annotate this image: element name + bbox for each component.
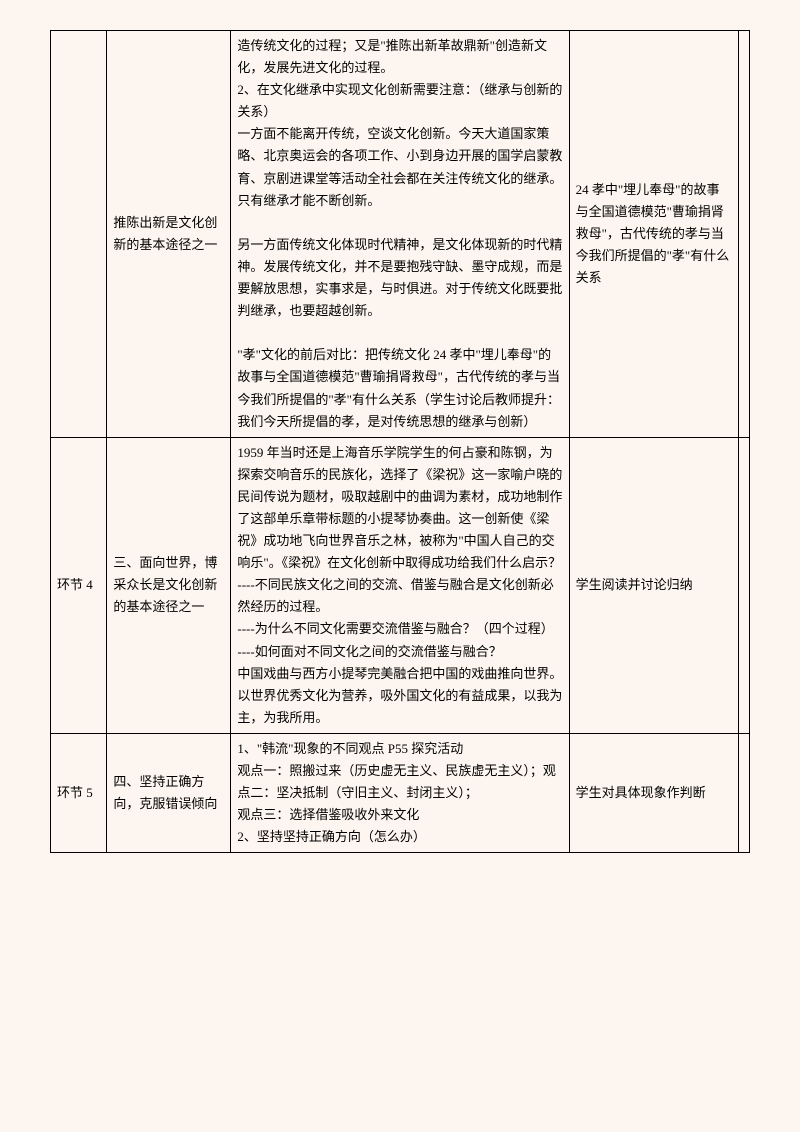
cell-c2: 三、面向世界，博采众长是文化创新的基本途径之一 bbox=[107, 437, 231, 733]
cell-c4: 24 孝中"埋儿奉母"的故事与全国道德模范"曹瑜捐肾救母"，古代传统的孝与当今我… bbox=[569, 31, 738, 438]
table-row: 环节 4三、面向世界，博采众长是文化创新的基本途径之一1959 年当时还是上海音… bbox=[51, 437, 750, 733]
cell-c3: 造传统文化的过程；又是"推陈出新革故鼎新"创造新文化，发展先进文化的过程。2、在… bbox=[231, 31, 569, 438]
table-row: 环节 5四、坚持正确方向，克服错误倾向1、"韩流"现象的不同观点 P55 探究活… bbox=[51, 733, 750, 852]
cell-c2: 推陈出新是文化创新的基本途径之一 bbox=[107, 31, 231, 438]
cell-c1: 环节 5 bbox=[51, 733, 107, 852]
cell-c4: 学生阅读并讨论归纳 bbox=[569, 437, 738, 733]
cell-c3: 1、"韩流"现象的不同观点 P55 探究活动观点一：照搬过来（历史虚无主义、民族… bbox=[231, 733, 569, 852]
table-row: 推陈出新是文化创新的基本途径之一造传统文化的过程；又是"推陈出新革故鼎新"创造新… bbox=[51, 31, 750, 438]
cell-c1: 环节 4 bbox=[51, 437, 107, 733]
cell-c5 bbox=[738, 437, 749, 733]
cell-c2: 四、坚持正确方向，克服错误倾向 bbox=[107, 733, 231, 852]
cell-c3: 1959 年当时还是上海音乐学院学生的何占豪和陈钢，为探索交响音乐的民族化，选择… bbox=[231, 437, 569, 733]
cell-c4: 学生对具体现象作判断 bbox=[569, 733, 738, 852]
lesson-plan-table: 推陈出新是文化创新的基本途径之一造传统文化的过程；又是"推陈出新革故鼎新"创造新… bbox=[50, 30, 750, 853]
cell-c1 bbox=[51, 31, 107, 438]
cell-c5 bbox=[738, 733, 749, 852]
cell-c5 bbox=[738, 31, 749, 438]
